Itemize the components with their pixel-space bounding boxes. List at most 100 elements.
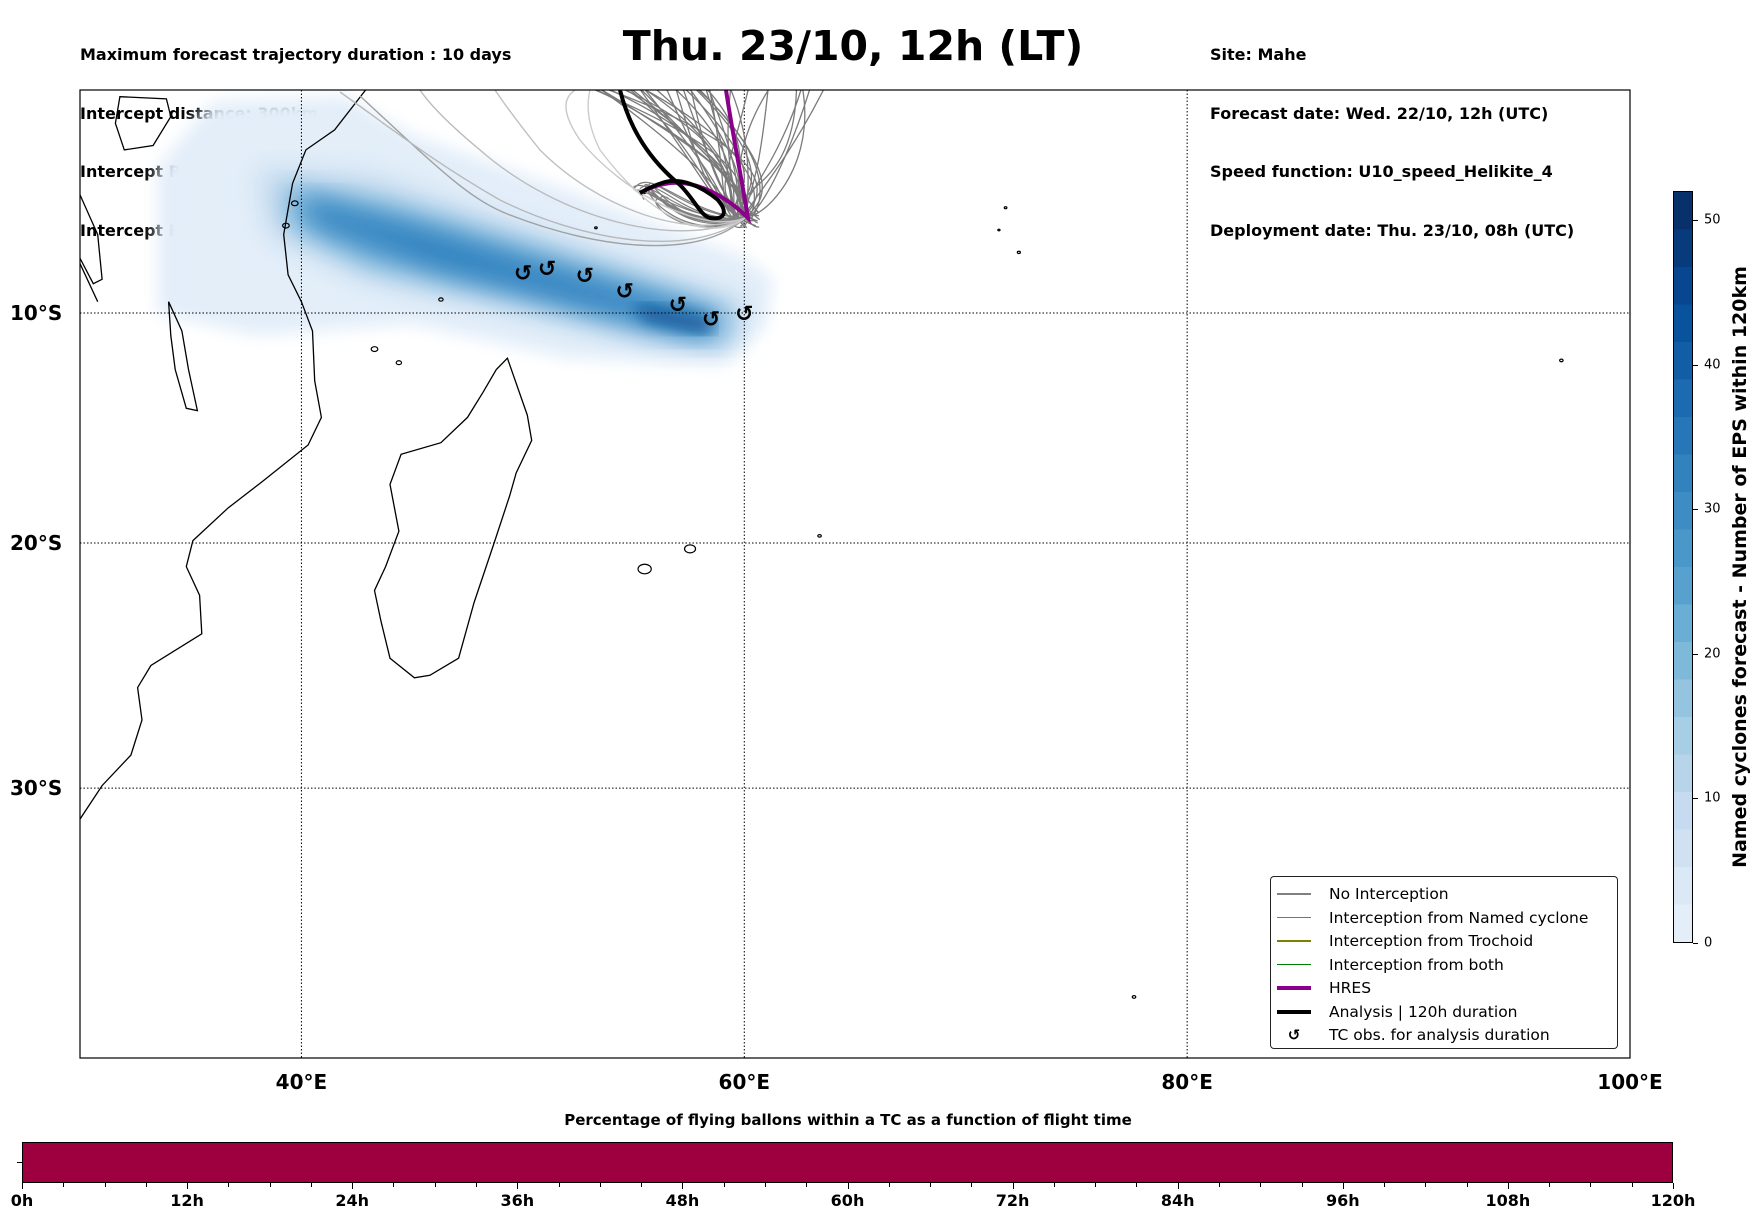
africa-coastline	[80, 90, 367, 821]
legend-label: Interception from Named cyclone	[1329, 908, 1589, 927]
legend-line-swatch	[1277, 963, 1311, 966]
time-bar-tick	[682, 1183, 684, 1189]
tc-obs-marker: ↺	[514, 262, 532, 287]
time-bar-tick	[558, 1183, 560, 1187]
time-bar-tick	[1218, 1183, 1220, 1187]
time-bar-tick	[764, 1183, 766, 1187]
tc-symbol-icon: ↺	[1287, 1026, 1301, 1044]
legend-entry: ↺ TC obs. for analysis duration	[1271, 1024, 1550, 1046]
colorbar-tick-label: 50	[1704, 212, 1721, 228]
time-bar-tick	[1012, 1183, 1014, 1189]
legend-entry: Interception from Trochoid	[1271, 930, 1533, 952]
island	[1131, 995, 1137, 999]
colorbar-label: Named cyclones forecast - Number of EPS …	[1729, 266, 1751, 868]
colorbar-tick-label: 0	[1704, 935, 1713, 951]
lon-tick-label: 40°E	[275, 1070, 328, 1094]
trajectory-no-interception	[419, 90, 746, 232]
colorbar-tick	[1693, 943, 1698, 944]
legend-label: TC obs. for analysis duration	[1329, 1026, 1550, 1044]
island	[1016, 250, 1022, 255]
time-bar-tick	[1673, 1183, 1674, 1189]
legend-label: Analysis | 120h duration	[1329, 1002, 1518, 1021]
site-text: Site: Mahe	[1210, 45, 1307, 64]
island	[1559, 358, 1564, 363]
tc-obs-markers: ↺ ↺ ↺↺↺↺ ↺	[514, 257, 754, 333]
header-right-info: Site: Mahe Forecast date: Wed. 22/10, 12…	[1210, 6, 1574, 260]
legend-line-swatch	[1277, 986, 1311, 990]
time-bar-tick	[930, 1183, 932, 1187]
tc-obs-marker: ↺	[576, 264, 594, 289]
colorbar	[1673, 191, 1693, 943]
island	[282, 222, 290, 229]
time-bar-tick-label: 0h	[10, 1191, 34, 1210]
time-bar-tick	[1301, 1183, 1303, 1187]
tc-obs-marker: ↺	[538, 257, 556, 282]
legend-line-swatch	[1277, 1009, 1311, 1014]
tc-obs-marker: ↺	[669, 293, 687, 318]
lake-victoria	[114, 96, 172, 151]
legend-line-swatch	[1277, 940, 1311, 942]
time-bar-tick	[806, 1183, 808, 1187]
forecast-date-text: Forecast date: Wed. 22/10, 12h (UTC)	[1210, 103, 1549, 123]
island	[817, 534, 822, 538]
time-bar-tick	[1425, 1183, 1427, 1187]
trajectories	[339, 90, 825, 247]
time-bar-tick	[1260, 1183, 1262, 1187]
lake-tanganyika	[80, 193, 103, 285]
lon-tick-label: 80°E	[1161, 1070, 1213, 1094]
island	[395, 360, 403, 366]
lake-malawi	[167, 301, 199, 412]
time-bar-tick	[104, 1183, 106, 1187]
time-bar-tick	[1053, 1183, 1055, 1187]
trajectory-no-interception	[744, 90, 806, 217]
deployment-date-text: Deployment date: Thu. 23/10, 08h (UTC)	[1210, 220, 1575, 240]
time-bar-tick-label: 96h	[1325, 1191, 1360, 1210]
time-bar-tick-label: 72h	[995, 1191, 1030, 1210]
analysis-trajectory	[618, 90, 726, 221]
time-bar-tick	[63, 1183, 65, 1187]
time-bar-tick	[1507, 1183, 1509, 1189]
time-bar-tick	[187, 1183, 189, 1189]
lat-tick-label: 10°S	[10, 300, 63, 325]
time-bar-tick-label: 36h	[500, 1191, 535, 1210]
colorbar-tick	[1693, 364, 1698, 366]
tc-obs-marker: ↺	[702, 308, 720, 333]
time-bar-tick-label: 48h	[665, 1191, 700, 1210]
legend-label: Interception from Trochoid	[1329, 932, 1534, 950]
time-bar-tick	[393, 1183, 395, 1187]
island	[637, 563, 652, 575]
time-bar-tick	[476, 1183, 478, 1187]
time-bar-tick	[228, 1183, 230, 1187]
legend-entry: No Interception	[1271, 883, 1449, 905]
island	[1003, 206, 1008, 210]
density-level-4	[301, 196, 723, 336]
trajectory-no-interception	[565, 90, 746, 223]
legend: No Interception Interception from Named c…	[1270, 876, 1618, 1049]
island	[290, 200, 299, 207]
colorbar-tick	[1693, 219, 1698, 221]
time-bar-tick	[269, 1183, 271, 1187]
time-bar-tick	[1177, 1183, 1179, 1189]
trajectory-no-interception	[359, 95, 746, 247]
lon-tick-label: 60°E	[718, 1070, 771, 1094]
interior-lake-edge	[80, 262, 99, 302]
trajectory-no-interception	[587, 90, 746, 229]
time-bar-tick-label: 84h	[1160, 1191, 1195, 1210]
density-field	[157, 96, 774, 365]
time-bar-tick	[310, 1183, 312, 1187]
time-bar-tick	[1590, 1183, 1592, 1187]
time-bar-tick	[888, 1183, 890, 1187]
time-bar-tick	[847, 1183, 849, 1189]
time-bar-tick-label: 120h	[1650, 1191, 1696, 1210]
time-bar-tick	[1342, 1183, 1344, 1189]
trajectory-no-interception	[494, 90, 746, 226]
legend-line-swatch	[1277, 893, 1311, 895]
tc-obs-marker: ↺	[615, 279, 633, 304]
lat-tick-label: 30°S	[10, 776, 63, 801]
legend-entry: Analysis | 120h duration	[1271, 1001, 1518, 1023]
trajectory-no-interception	[339, 91, 746, 242]
time-bar-title: Percentage of flying ballons within a TC…	[564, 1111, 1132, 1129]
island	[370, 346, 379, 353]
colorbar-tick-label: 10	[1704, 790, 1721, 806]
